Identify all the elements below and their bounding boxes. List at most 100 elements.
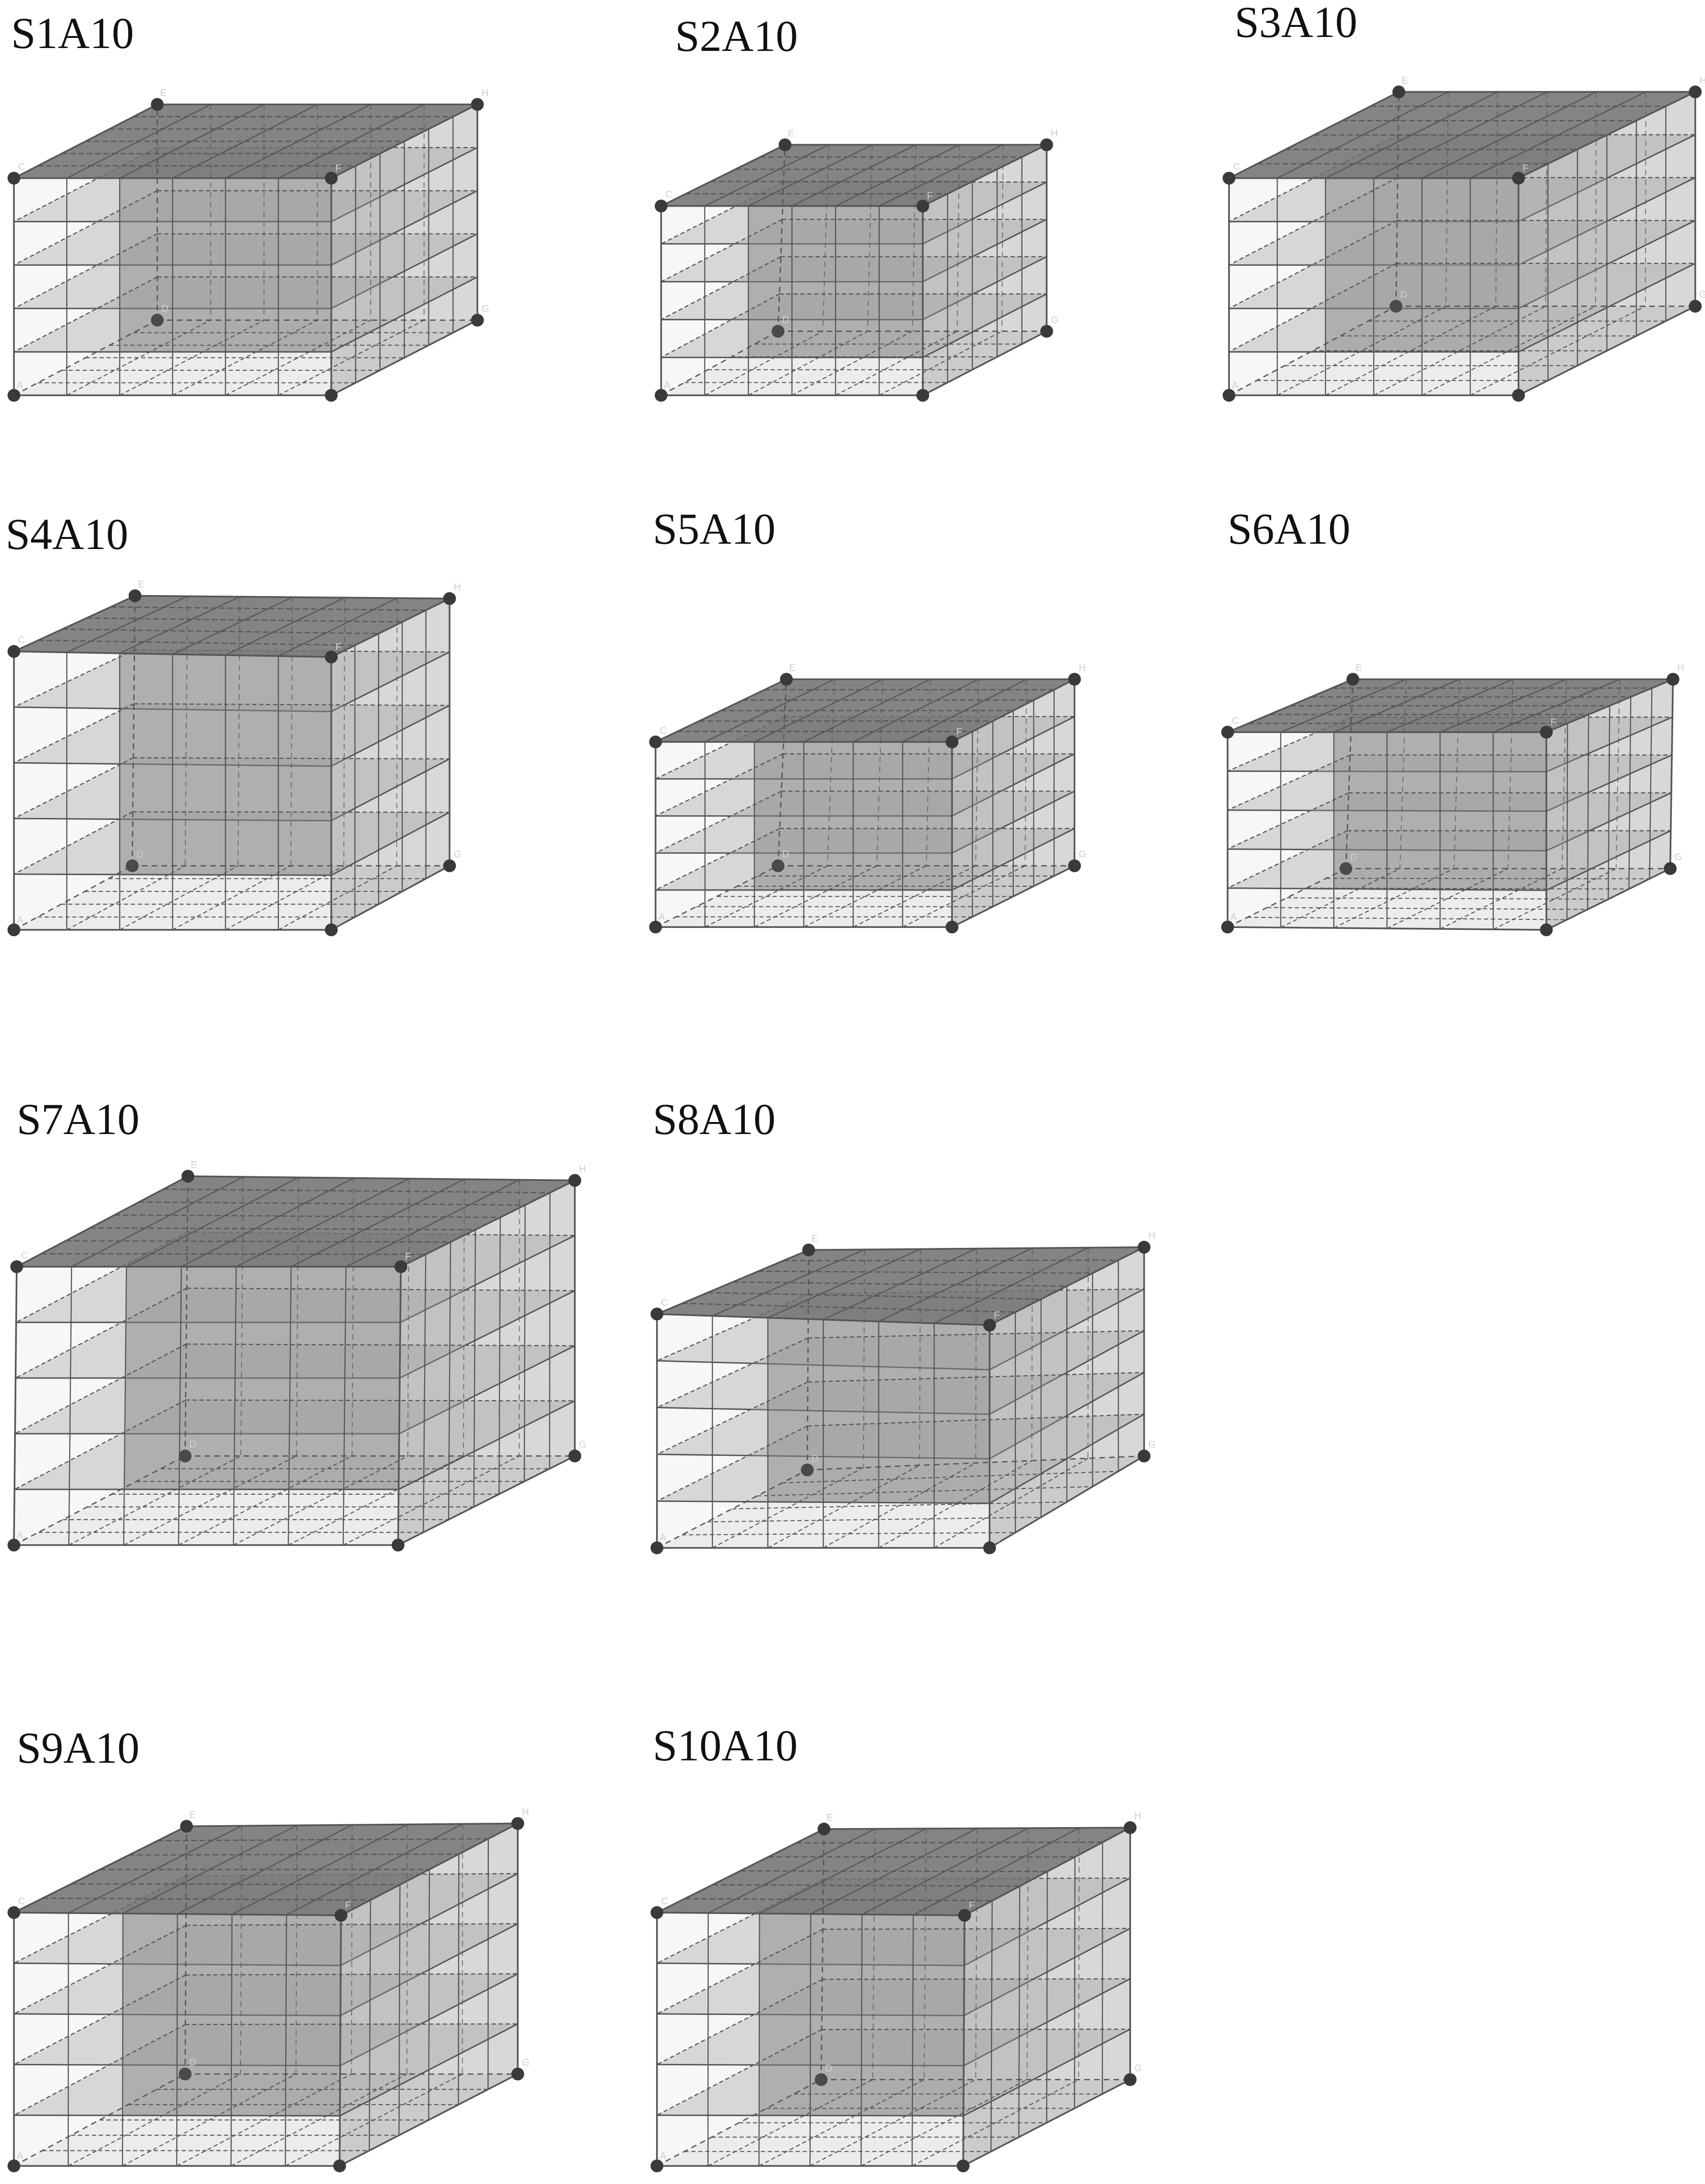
vertex-label: F — [1522, 163, 1528, 173]
cube-s8a10: A B C D E F G H — [650, 1231, 1156, 1554]
vertex-g-icon — [511, 2067, 524, 2081]
vertex-label: C — [661, 1297, 669, 1308]
vertex-d-icon — [151, 314, 164, 327]
panel-label-s9: S9A10 — [16, 1723, 140, 1773]
vertex-label: D — [825, 2063, 832, 2074]
vertex-f-icon — [334, 1909, 348, 1922]
vertex-h-icon — [568, 1174, 582, 1187]
vertex-b-icon — [1512, 389, 1525, 402]
vertex-g-icon — [1068, 859, 1081, 872]
vertex-label: A — [1232, 380, 1239, 391]
cube-s7a10: A B C D E F G H — [7, 1159, 587, 1552]
vertex-e-icon — [181, 1170, 195, 1183]
vertex-label: H — [522, 1807, 529, 1818]
vertex-f-icon — [325, 650, 338, 664]
panel-label-s6: S6A10 — [1228, 504, 1351, 553]
vertex-label: D — [189, 1440, 196, 1450]
vertex-e-icon — [817, 1822, 830, 1836]
vertex-g-icon — [1040, 325, 1053, 338]
panel-label-s1: S1A10 — [11, 9, 134, 58]
vertex-h-icon — [443, 592, 456, 605]
vertex-label: G — [522, 2058, 530, 2068]
vertex-label: B — [335, 916, 342, 927]
vertex-c-icon — [650, 1307, 664, 1321]
vertex-label: H — [1148, 1231, 1156, 1241]
vertex-label: F — [969, 1900, 974, 1911]
vertex-f-icon — [958, 1909, 971, 1922]
vertex-c-icon — [10, 1260, 24, 1273]
panel-label-s7: S7A10 — [16, 1094, 140, 1144]
panel-label-s5: S5A10 — [653, 504, 776, 553]
vertex-e-icon — [180, 1819, 193, 1833]
vertex-label: H — [1677, 663, 1684, 673]
vertex-e-icon — [1392, 85, 1405, 98]
vertex-label: G — [579, 1440, 587, 1450]
vertex-label: F — [956, 727, 962, 737]
vertex-a-icon — [1222, 389, 1236, 402]
vertex-f-icon — [1512, 171, 1525, 185]
vertex-label: C — [18, 635, 25, 646]
cube-s1a10: A B C D E F G H — [7, 88, 489, 402]
cube-s2a10: A B C D E F G H — [655, 128, 1059, 402]
vertex-label: E — [189, 1810, 196, 1820]
cube-s4a10: A B C D E F G H — [7, 579, 462, 937]
vertex-c-icon — [1221, 726, 1234, 739]
vertex-e-icon — [1346, 672, 1360, 686]
vertex-b-icon — [1540, 923, 1553, 937]
vertex-label: B — [402, 1531, 409, 1542]
vertex-label: F — [994, 1310, 999, 1320]
vertex-h-icon — [1123, 1821, 1137, 1834]
vertex-b-icon — [325, 389, 338, 402]
vertex-label: D — [1350, 852, 1357, 863]
vertex-label: A — [17, 380, 24, 391]
vertex-label: E — [788, 128, 794, 139]
vertex-h-icon — [511, 1817, 524, 1830]
panel-label-s2: S2A10 — [675, 11, 798, 61]
vertex-label: A — [17, 915, 24, 925]
vertex-label: E — [1401, 75, 1408, 86]
vertex-e-icon — [128, 589, 142, 602]
vertex-label: H — [1051, 128, 1058, 139]
vertex-label: E — [191, 1159, 197, 1170]
vertex-a-icon — [7, 923, 21, 937]
vertex-label: C — [665, 190, 672, 200]
vertex-c-icon — [650, 1906, 664, 1919]
vertex-label: H — [1079, 663, 1086, 673]
cube-s10a10: A B C D E F G H — [650, 1811, 1142, 2172]
vertex-d-icon — [1339, 862, 1352, 875]
vertex-a-icon — [7, 1538, 21, 1552]
vertex-label: A — [664, 380, 670, 391]
cube-s3a10: A B C D E F G H — [1222, 75, 1705, 402]
vertex-label: G — [454, 849, 462, 860]
cube-s9a10: A B C D E F G H — [7, 1807, 530, 2172]
vertex-label: G — [1134, 2063, 1142, 2074]
vertex-label: H — [1699, 75, 1705, 86]
vertex-b-icon — [325, 923, 338, 937]
vertex-label: E — [1356, 663, 1363, 673]
vertex-label: E — [827, 1813, 833, 1823]
vertex-label: B — [335, 381, 342, 392]
vertex-g-icon — [443, 859, 456, 872]
vertex-label: D — [161, 304, 169, 314]
vertex-b-icon — [333, 2159, 346, 2172]
vertex-label: B — [927, 381, 934, 392]
vertex-label: B — [344, 2152, 351, 2163]
vertex-label: D — [136, 849, 144, 860]
panel-label-s4: S4A10 — [5, 510, 129, 559]
panel-label-s3: S3A10 — [1234, 0, 1358, 47]
panel-label-s10: S10A10 — [653, 1720, 798, 1770]
vertex-e-icon — [151, 98, 164, 111]
vertex-c-icon — [1222, 171, 1236, 185]
vertex-h-icon — [1068, 672, 1081, 686]
vertex-d-icon — [771, 325, 785, 338]
vertex-label: G — [1148, 1440, 1156, 1450]
vertex-g-icon — [1137, 1450, 1151, 1463]
vertex-c-icon — [7, 171, 21, 185]
vertex-b-icon — [916, 389, 929, 402]
vertex-d-icon — [771, 859, 785, 872]
vertex-f-icon — [945, 735, 959, 748]
vertex-label: G — [1674, 852, 1682, 863]
cube-s6a10: A B C D E F G H — [1221, 663, 1684, 937]
